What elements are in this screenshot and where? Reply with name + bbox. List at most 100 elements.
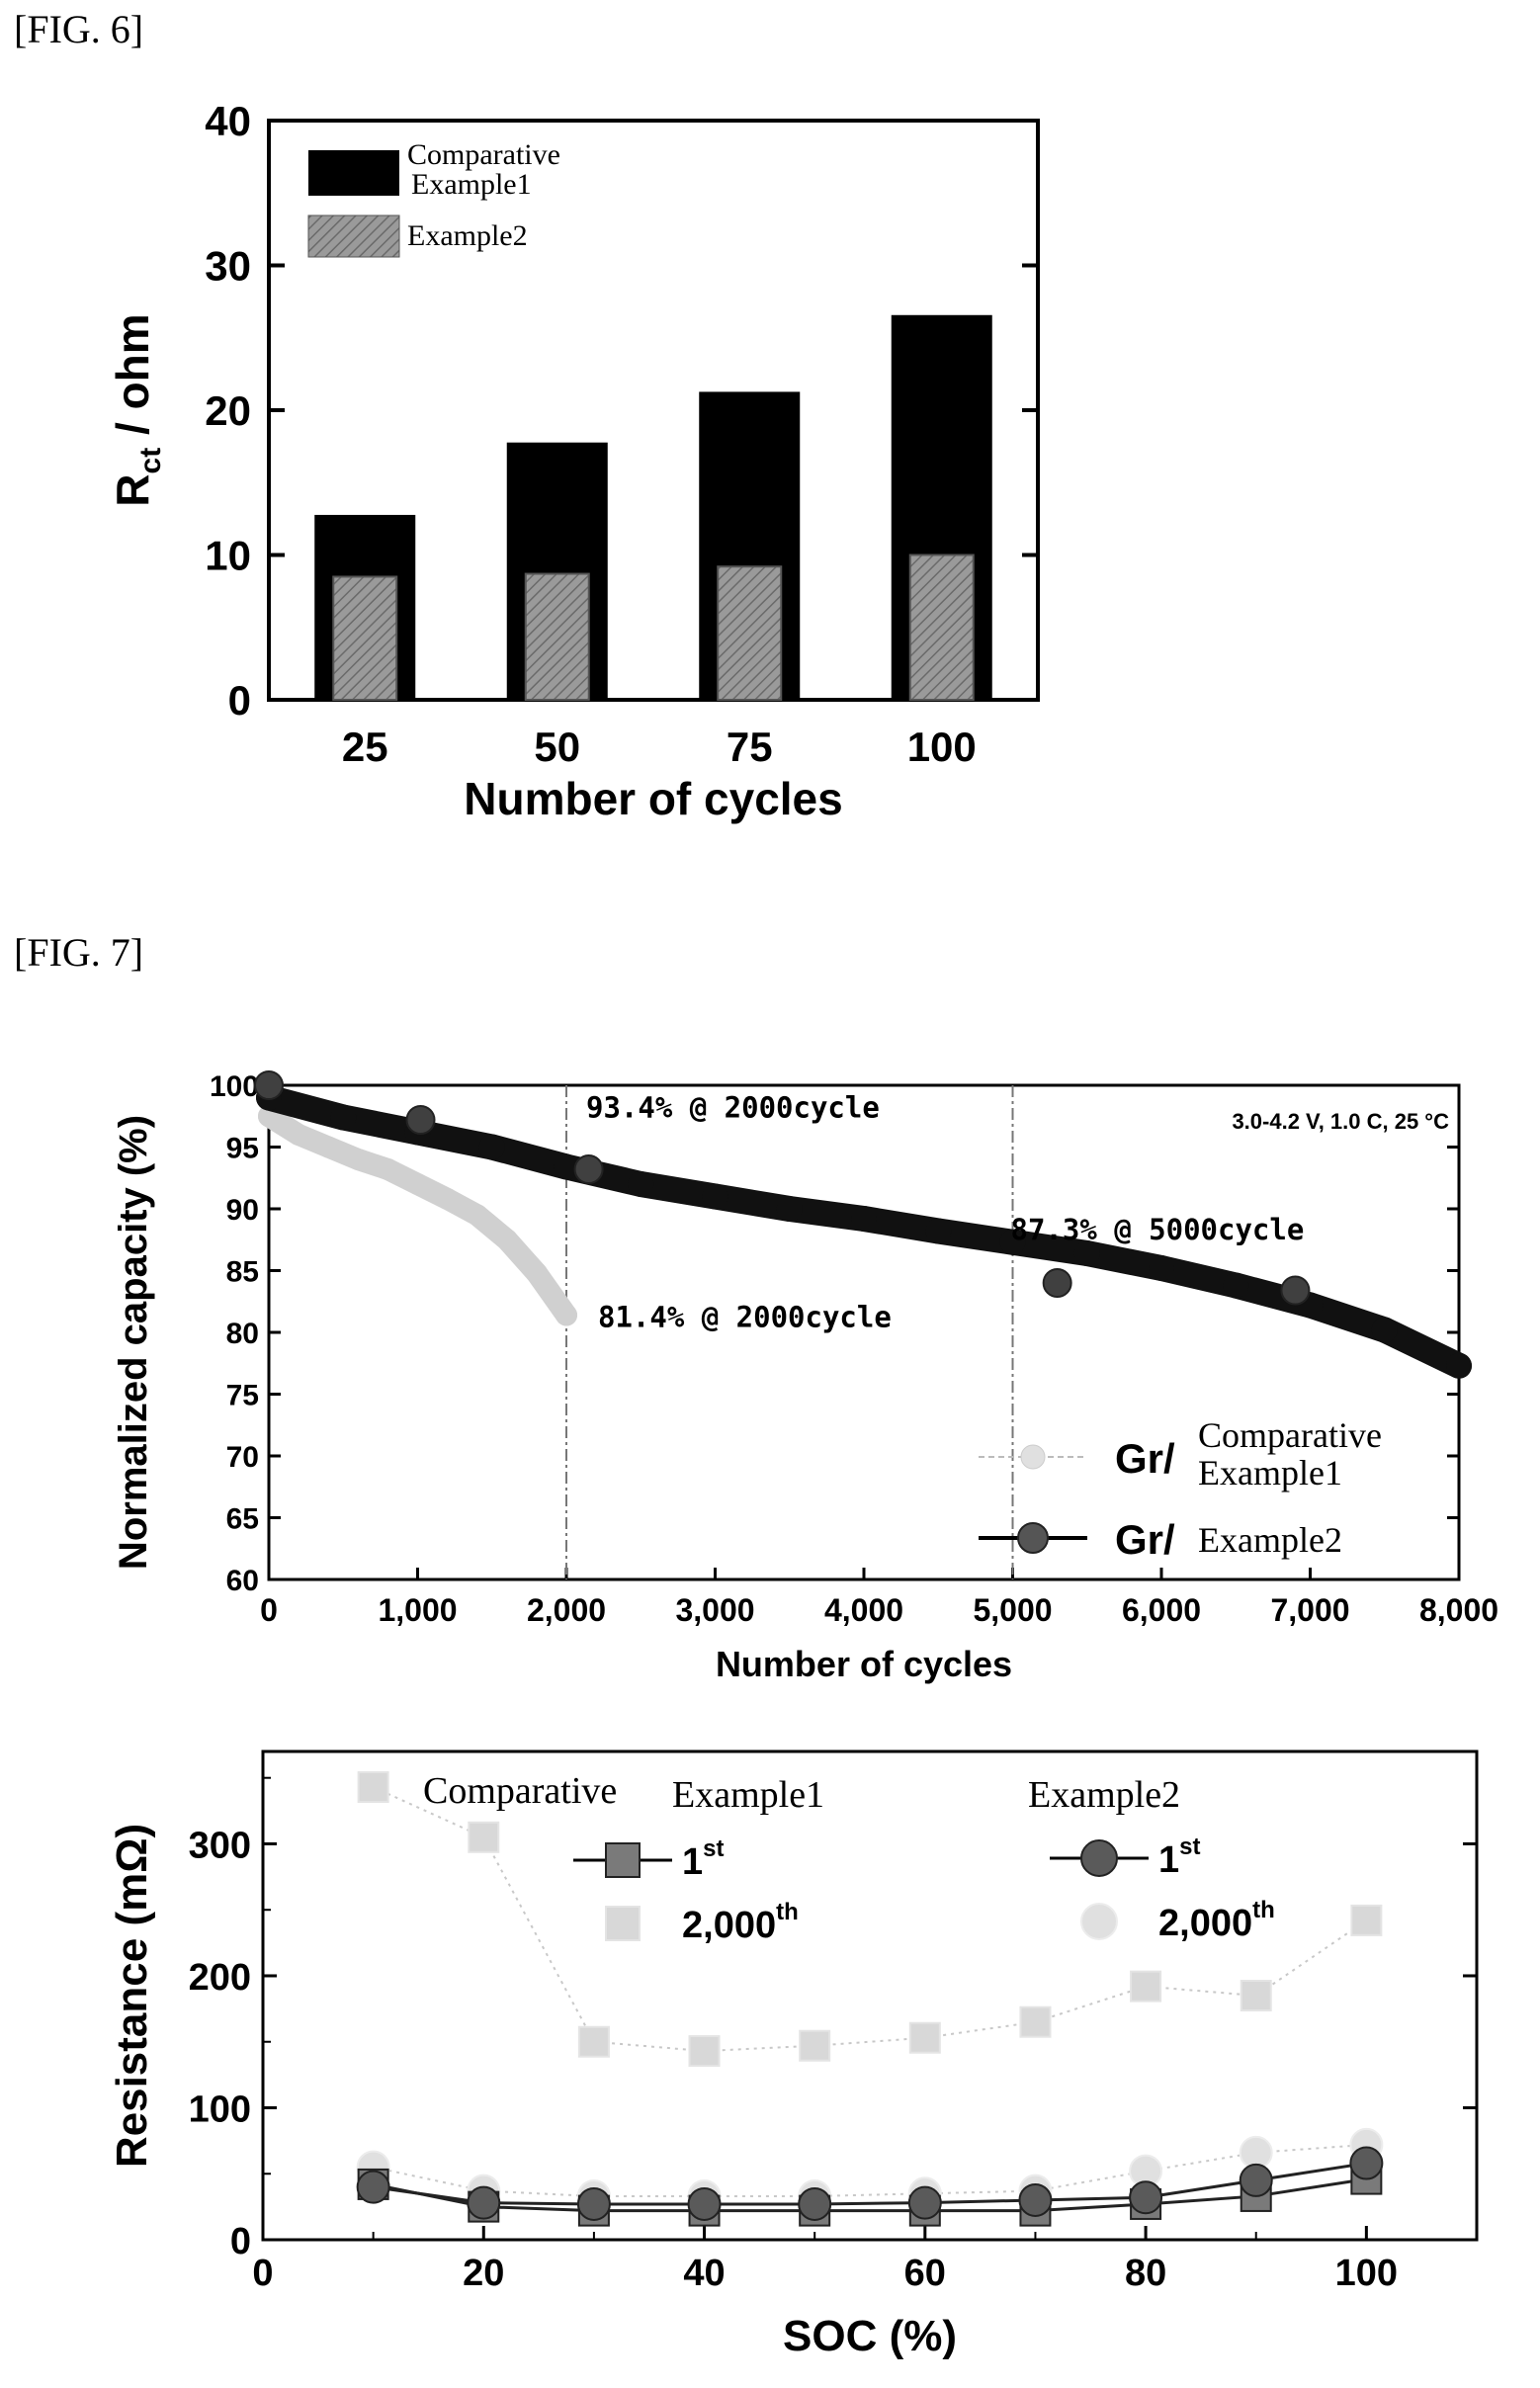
marker-circle (1129, 2180, 1163, 2215)
marker-circle (1239, 2163, 1273, 2197)
point-comparative-example1 (406, 1173, 429, 1195)
y-tick-label: 0 (228, 677, 251, 724)
y-axis-title: Normalized capacity (%) (112, 1115, 155, 1570)
y-tick-label: 300 (189, 1825, 251, 1866)
bar-example2 (908, 554, 975, 701)
legend-label-comparative-line2: Example1 (1198, 1453, 1342, 1492)
y-tick-label: 20 (205, 387, 251, 434)
x-tick-label: 20 (463, 2253, 504, 2294)
fig7-label: [FIG. 7] (14, 930, 144, 975)
x-tick-label: 4,000 (824, 1592, 903, 1628)
x-axis-title: Number of cycles (716, 1644, 1012, 1684)
x-axis-title: Number of cycles (464, 773, 842, 824)
y-tick-label: 90 (226, 1194, 259, 1227)
legend-prefix-comparative: Gr/ (1115, 1435, 1175, 1482)
x-tick-label: 60 (904, 2253, 946, 2294)
point-comparative-example1 (525, 1262, 548, 1284)
marker-square (1019, 2005, 1052, 2038)
y-tick-label: 60 (226, 1565, 259, 1597)
marker-circle (1349, 2146, 1384, 2180)
x-tick-label: 75 (727, 724, 773, 770)
annotation-93-4: 93.4% @ 2000cycle (586, 1091, 880, 1125)
point-example2 (330, 1104, 357, 1131)
group-label-example2: Example2 (1028, 1774, 1180, 1816)
annotation-81-4: 81.4% @ 2000cycle (598, 1301, 892, 1334)
y-tick-label: 30 (205, 243, 251, 290)
x-tick-label: 80 (1125, 2253, 1166, 2294)
x-tick-label: 2,000 (527, 1592, 606, 1628)
x-tick-label: 25 (342, 724, 388, 770)
legend-ex2-2000th-marker (1080, 1903, 1118, 1940)
legend-marker-example2 (1017, 1522, 1049, 1554)
point-example2 (776, 1196, 803, 1222)
y-tick-label: 80 (226, 1318, 259, 1350)
x-tick-label: 3,000 (675, 1592, 754, 1628)
marker-square (577, 2025, 610, 2058)
condition-label: 3.0-4.2 V, 1.0 C, 25 °C (1232, 1109, 1449, 1134)
point-comparative-example1 (317, 1136, 340, 1158)
y-tick-label: 95 (226, 1133, 259, 1165)
point-comparative-example1 (436, 1188, 459, 1210)
x-tick-label: 8,000 (1419, 1592, 1498, 1628)
point-comparative-example1 (377, 1158, 399, 1180)
marker-circle (907, 2185, 942, 2220)
marker-square (468, 1821, 500, 1853)
point-example2 (628, 1171, 654, 1197)
x-tick-label: 7,000 (1270, 1592, 1349, 1628)
y-tick-label: 100 (210, 1070, 259, 1103)
series-line (373, 2177, 1367, 2213)
bar-example2 (332, 575, 398, 701)
marker-example2 (1042, 1268, 1072, 1298)
marker-circle (687, 2186, 722, 2221)
y-tick-label: 200 (189, 1957, 251, 1999)
point-example2 (1223, 1272, 1249, 1299)
x-tick-label: 100 (1335, 2253, 1398, 2294)
y-tick-label: 75 (226, 1380, 259, 1412)
marker-square (1350, 1904, 1383, 1936)
y-tick-label: 10 (205, 533, 251, 579)
legend-ce1-1st-label: 1st (682, 1835, 724, 1883)
y-tick-label: 70 (226, 1441, 259, 1474)
y-tick-label: 85 (226, 1256, 259, 1289)
x-axis-title: SOC (%) (783, 2312, 957, 2360)
point-example2 (1446, 1352, 1472, 1379)
marker-square (799, 2029, 831, 2062)
marker-circle (467, 2185, 501, 2220)
series-line (373, 2162, 1367, 2206)
x-tick-label: 100 (907, 724, 977, 770)
marker-circle (356, 2170, 390, 2204)
legend-swatch-example2 (307, 214, 400, 258)
marker-circle (576, 2186, 611, 2221)
marker-example2 (573, 1154, 604, 1184)
legend-label-example2: Example2 (1198, 1520, 1342, 1560)
fig6-label: [FIG. 6] (14, 7, 144, 51)
series-line (373, 1786, 1367, 2053)
group-label-example1: Example1 (672, 1774, 824, 1816)
legend-ex2-1st-label: 1st (1158, 1834, 1200, 1881)
marker-square (1240, 1980, 1272, 2011)
legend-label-comparative-line1: Comparative (1198, 1415, 1382, 1455)
point-comparative-example1 (347, 1149, 370, 1170)
point-example2 (1073, 1240, 1100, 1266)
point-example2 (554, 1153, 579, 1180)
y-axis-title: Resistance (mΩ) (108, 1824, 156, 2168)
y-tick-label: 40 (205, 98, 251, 144)
x-tick-label: 0 (260, 1592, 278, 1628)
x-tick-label: 1,000 (378, 1592, 457, 1628)
point-example2 (702, 1183, 728, 1210)
marker-square (357, 1771, 389, 1804)
legend-label-comparative-line1: Comparative (407, 138, 560, 171)
point-example2 (1371, 1317, 1398, 1343)
point-comparative-example1 (556, 1304, 577, 1326)
fig7-capacity-chart: 60 65 70 75 80 85 90 95 100 0 1,000 2,000 3,000 4,000… (112, 1070, 1498, 1684)
point-comparative-example1 (466, 1204, 488, 1227)
plot-frame (261, 1749, 1479, 2242)
legend-label-example2: Example2 (407, 219, 528, 252)
legend-marker-comparative-example1 (1020, 1444, 1046, 1470)
legend-ce1-2000th-label: 2,000th (682, 1899, 799, 1946)
point-example2 (925, 1218, 952, 1244)
legend-ex2-1st-marker (1080, 1839, 1118, 1877)
marker-square (688, 2035, 721, 2068)
marker-circle (798, 2186, 832, 2221)
bar-example2 (524, 572, 590, 701)
